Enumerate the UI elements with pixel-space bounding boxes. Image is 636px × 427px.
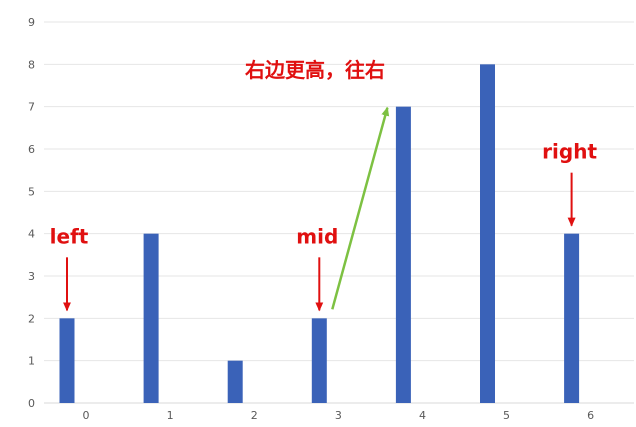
x-tick-label: 1 — [167, 409, 174, 422]
annotation-left: left — [50, 224, 89, 248]
x-tick-label: 5 — [503, 409, 510, 422]
bar — [480, 64, 495, 403]
gridlines — [44, 21, 634, 404]
y-tick-label: 6 — [28, 143, 35, 156]
bar — [564, 233, 580, 403]
bars — [59, 64, 580, 404]
annotation-mid: mid — [296, 224, 338, 248]
x-tick-label: 6 — [587, 409, 594, 422]
bar — [59, 318, 75, 403]
trend-arrow — [331, 106, 390, 310]
y-tick-label: 4 — [28, 228, 35, 241]
annotation-title: 右边更高，往右 — [245, 58, 385, 82]
x-tick-label: 2 — [251, 409, 258, 422]
bar — [143, 233, 159, 403]
x-tick-label: 3 — [335, 409, 342, 422]
x-axis: 0 1 2 3 4 5 6 — [83, 409, 595, 422]
y-tick-label: 0 — [28, 397, 35, 410]
x-tick-label: 4 — [419, 409, 426, 422]
annotations: left mid right 右边更高，往右 — [50, 58, 597, 312]
y-tick-label: 7 — [28, 101, 35, 114]
bar — [395, 106, 411, 404]
bar — [311, 318, 327, 403]
bar — [227, 360, 243, 403]
annotation-right: right — [542, 140, 597, 164]
y-tick-label: 3 — [28, 270, 35, 283]
y-tick-label: 9 — [28, 16, 35, 29]
y-axis: 0 1 2 3 4 5 6 7 8 9 — [28, 16, 35, 410]
x-tick-label: 0 — [83, 409, 90, 422]
y-tick-label: 5 — [28, 185, 35, 198]
y-tick-label: 2 — [28, 312, 35, 325]
y-tick-label: 1 — [28, 355, 35, 368]
y-tick-label: 8 — [28, 58, 35, 71]
